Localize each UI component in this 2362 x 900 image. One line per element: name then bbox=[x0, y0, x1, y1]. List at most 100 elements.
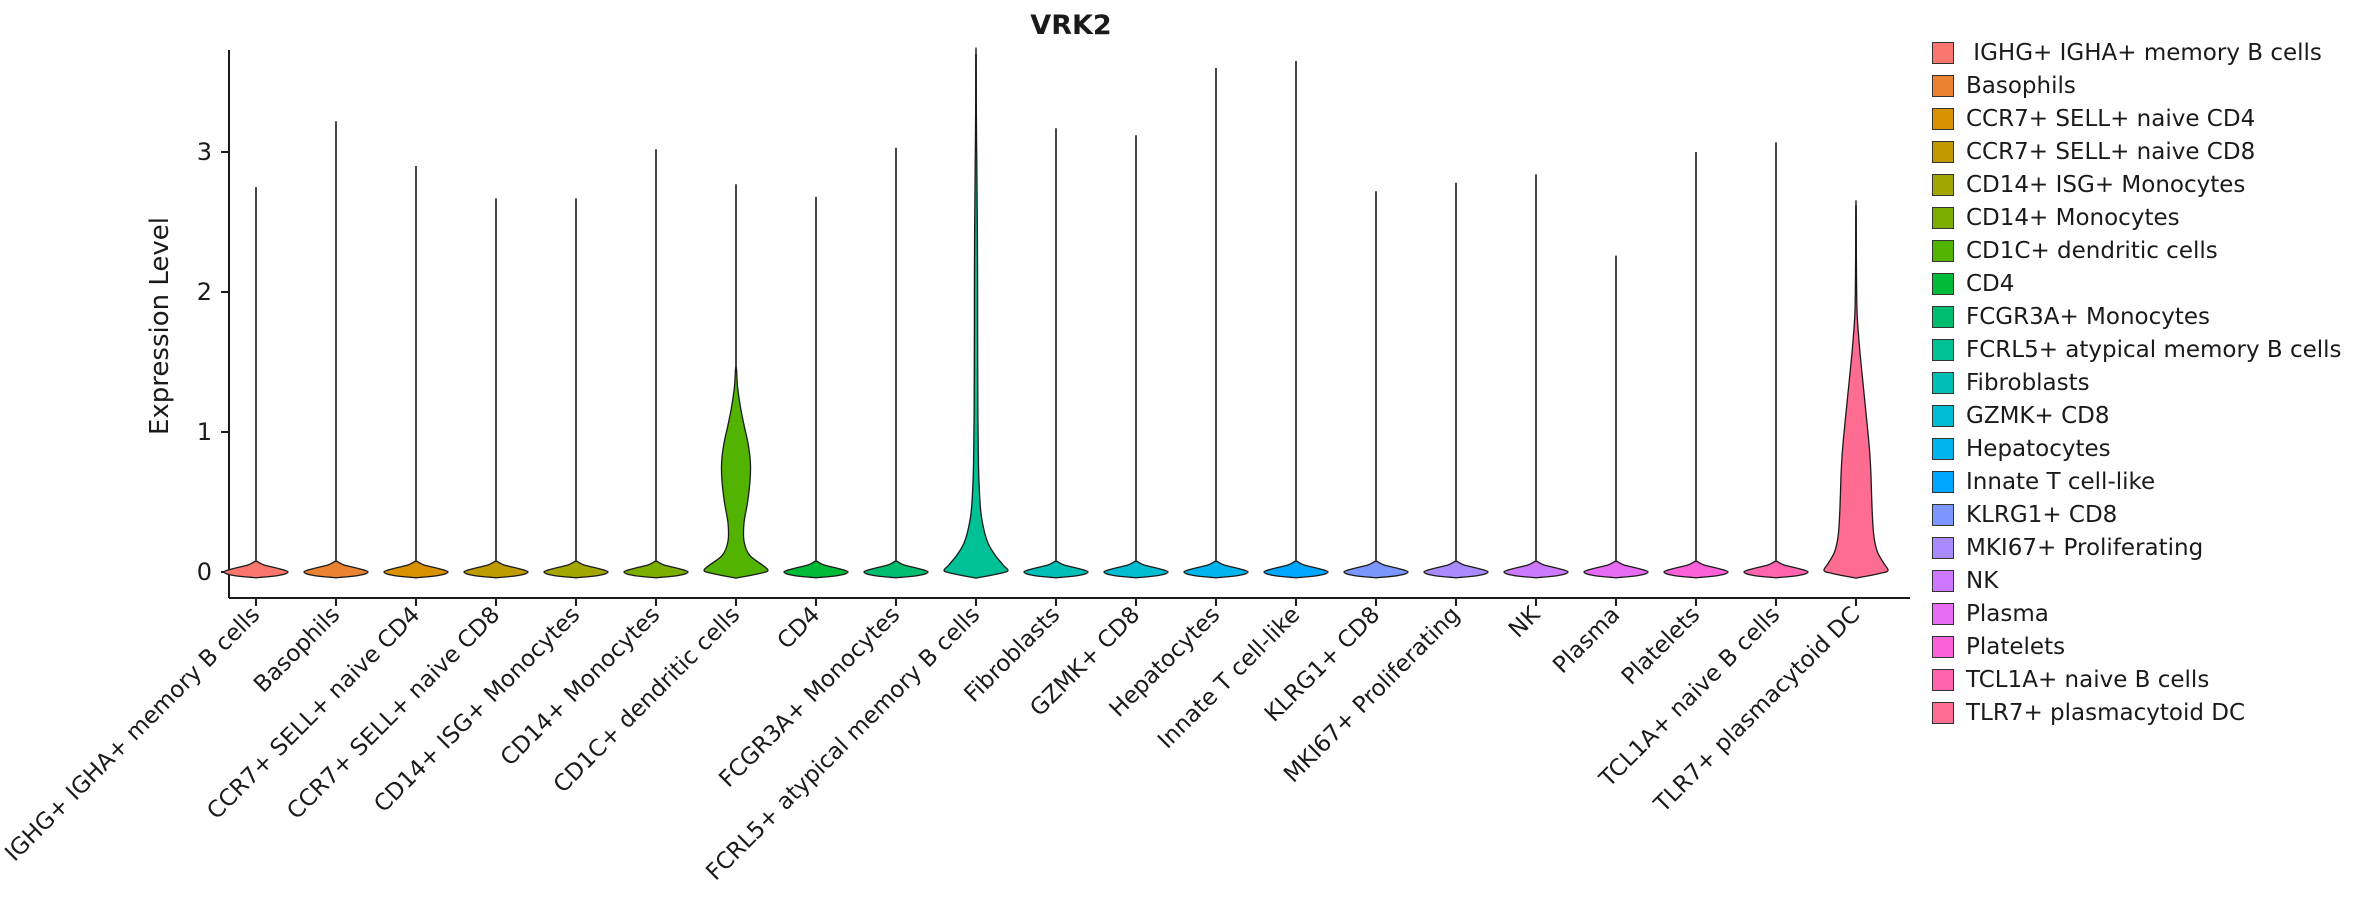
legend-item: CD14+ Monocytes bbox=[1932, 205, 2342, 231]
legend-item: CCR7+ SELL+ naive CD8 bbox=[1932, 139, 2342, 165]
legend-item: Basophils bbox=[1932, 73, 2342, 99]
legend-label: Plasma bbox=[1966, 601, 2049, 627]
legend-item: NK bbox=[1932, 568, 2342, 594]
legend-item: CCR7+ SELL+ naive CD4 bbox=[1932, 106, 2342, 132]
legend-swatch bbox=[1932, 636, 1954, 658]
y-axis-label: Expression Level bbox=[145, 217, 175, 435]
legend-item: Plasma bbox=[1932, 601, 2342, 627]
legend-swatch bbox=[1932, 702, 1954, 724]
legend-swatch bbox=[1932, 108, 1954, 130]
legend-item: FCGR3A+ Monocytes bbox=[1932, 304, 2342, 330]
legend-swatch bbox=[1932, 603, 1954, 625]
violin-body bbox=[623, 560, 689, 579]
x-tick-label: NK bbox=[1504, 601, 1546, 643]
legend-label: TCL1A+ naive B cells bbox=[1966, 667, 2210, 693]
legend-item: Innate T cell-like bbox=[1932, 469, 2342, 495]
legend-swatch bbox=[1932, 207, 1954, 229]
violin-body bbox=[1583, 560, 1649, 579]
x-ticks-group: IGHG+ IGHA+ memory B cellsBasophilsCCR7+… bbox=[0, 598, 1865, 886]
legend-item: Platelets bbox=[1932, 634, 2342, 660]
legend-label: Hepatocytes bbox=[1966, 436, 2111, 462]
violin-body bbox=[303, 560, 369, 579]
violin-body bbox=[1023, 560, 1089, 579]
legend-item: TLR7+ plasmacytoid DC bbox=[1932, 700, 2342, 726]
legend-swatch bbox=[1932, 537, 1954, 559]
x-tick-label: CD4 bbox=[773, 602, 826, 655]
violin-body bbox=[463, 560, 529, 579]
violin-body bbox=[1823, 199, 1889, 579]
violin-body bbox=[383, 560, 449, 579]
violin-body bbox=[1263, 560, 1329, 579]
legend-item: IGHG+ IGHA+ memory B cells bbox=[1932, 40, 2342, 66]
legend-label: Platelets bbox=[1966, 634, 2066, 660]
violin-body bbox=[783, 560, 849, 579]
legend-swatch bbox=[1932, 570, 1954, 592]
legend-item: CD1C+ dendritic cells bbox=[1932, 238, 2342, 264]
violin-body bbox=[703, 366, 769, 579]
legend-label: TLR7+ plasmacytoid DC bbox=[1966, 700, 2246, 726]
legend-label: CD4 bbox=[1966, 271, 2015, 297]
legend-label: CD14+ Monocytes bbox=[1966, 205, 2180, 231]
legend-swatch bbox=[1932, 306, 1954, 328]
legend-label: CCR7+ SELL+ naive CD4 bbox=[1966, 106, 2256, 132]
legend-item: GZMK+ CD8 bbox=[1932, 403, 2342, 429]
legend-label: KLRG1+ CD8 bbox=[1966, 502, 2118, 528]
legend-label: IGHG+ IGHA+ memory B cells bbox=[1966, 40, 2322, 66]
legend: IGHG+ IGHA+ memory B cells Basophils CCR7+… bbox=[1932, 40, 2342, 726]
legend-swatch bbox=[1932, 240, 1954, 262]
legend-swatch bbox=[1932, 339, 1954, 361]
legend-label: FCRL5+ atypical memory B cells bbox=[1966, 337, 2342, 363]
legend-swatch bbox=[1932, 42, 1954, 64]
legend-label: Basophils bbox=[1966, 73, 2076, 99]
legend-label: Fibroblasts bbox=[1966, 370, 2090, 396]
legend-label: MKI67+ Proliferating bbox=[1966, 535, 2204, 561]
legend-item: FCRL5+ atypical memory B cells bbox=[1932, 337, 2342, 363]
legend-item: Fibroblasts bbox=[1932, 370, 2342, 396]
y-tick-label: 1 bbox=[197, 418, 212, 446]
violin-body bbox=[1743, 560, 1809, 579]
legend-label: GZMK+ CD8 bbox=[1966, 403, 2110, 429]
legend-item: TCL1A+ naive B cells bbox=[1932, 667, 2342, 693]
legend-label: CD1C+ dendritic cells bbox=[1966, 238, 2218, 264]
violin-body bbox=[1503, 560, 1569, 579]
legend-swatch bbox=[1932, 405, 1954, 427]
legend-item: MKI67+ Proliferating bbox=[1932, 535, 2342, 561]
violin-body bbox=[543, 560, 609, 579]
violin-body bbox=[1423, 560, 1489, 579]
violin-body bbox=[1343, 560, 1409, 579]
legend-label: CD14+ ISG+ Monocytes bbox=[1966, 172, 2246, 198]
legend-item: KLRG1+ CD8 bbox=[1932, 502, 2342, 528]
legend-swatch bbox=[1932, 372, 1954, 394]
y-tick-label: 3 bbox=[197, 138, 212, 166]
chart-title: VRK2 bbox=[1030, 10, 1111, 41]
violin-body bbox=[1183, 560, 1249, 579]
legend-swatch bbox=[1932, 438, 1954, 460]
violin-body bbox=[1103, 560, 1169, 579]
legend-item: Hepatocytes bbox=[1932, 436, 2342, 462]
x-tick-label: CD14+ Monocytes bbox=[496, 602, 665, 771]
violin-body bbox=[943, 47, 1009, 579]
legend-label: Innate T cell-like bbox=[1966, 469, 2156, 495]
legend-swatch bbox=[1932, 273, 1954, 295]
y-tick-label: 0 bbox=[197, 558, 212, 586]
y-tick-label: 2 bbox=[197, 278, 212, 306]
legend-item: CD4 bbox=[1932, 271, 2342, 297]
x-tick-label: Plasma bbox=[1548, 602, 1625, 679]
legend-label: CCR7+ SELL+ naive CD8 bbox=[1966, 139, 2256, 165]
legend-label: NK bbox=[1966, 568, 1999, 594]
violin-body bbox=[1663, 560, 1729, 579]
legend-item: CD14+ ISG+ Monocytes bbox=[1932, 172, 2342, 198]
legend-label: FCGR3A+ Monocytes bbox=[1966, 304, 2211, 330]
x-tick-label: Innate T cell-like bbox=[1153, 602, 1305, 754]
legend-swatch bbox=[1932, 504, 1954, 526]
y-ticks-group: 0 1 2 3 bbox=[197, 138, 229, 586]
legend-swatch bbox=[1932, 669, 1954, 691]
legend-swatch bbox=[1932, 471, 1954, 493]
violin-body bbox=[223, 560, 289, 579]
violins-group bbox=[223, 47, 1889, 579]
x-tick-label: IGHG+ IGHA+ memory B cells bbox=[0, 602, 265, 867]
violin-body bbox=[863, 560, 929, 579]
legend-swatch bbox=[1932, 174, 1954, 196]
